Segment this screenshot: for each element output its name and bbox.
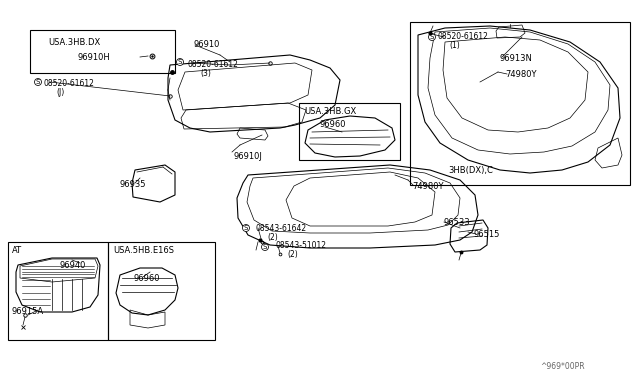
Text: 96910J: 96910J (233, 152, 262, 161)
Text: 96913N: 96913N (500, 54, 533, 63)
Text: 74980Y: 74980Y (412, 182, 444, 191)
Text: 96940: 96940 (60, 261, 86, 270)
Text: 08543-51012: 08543-51012 (275, 241, 326, 250)
Bar (299, 103, 400, 160)
Text: S: S (244, 225, 248, 231)
Text: S: S (36, 79, 40, 85)
Text: 08520-61612: 08520-61612 (44, 79, 95, 88)
Text: S: S (263, 244, 267, 250)
Bar (108, 242, 215, 340)
Text: 08543-61642: 08543-61642 (255, 224, 306, 233)
Text: (3): (3) (200, 69, 211, 78)
Text: 96960: 96960 (320, 120, 346, 129)
Text: AT: AT (12, 246, 22, 255)
Text: 96915A: 96915A (12, 307, 44, 316)
Text: USA.5HB.E16S: USA.5HB.E16S (113, 246, 174, 255)
Bar (410, 22, 630, 185)
Text: 08520-61612: 08520-61612 (188, 60, 239, 69)
Text: USA.3HB.GX: USA.3HB.GX (304, 107, 356, 116)
Text: 96910H: 96910H (78, 53, 111, 62)
Text: 96935: 96935 (120, 180, 147, 189)
Text: S: S (178, 59, 182, 65)
Bar (8, 242, 108, 340)
Text: ^969*00PR: ^969*00PR (540, 362, 584, 371)
Text: S: S (430, 34, 434, 40)
Text: (2): (2) (267, 233, 278, 242)
Text: 96960: 96960 (133, 274, 159, 283)
Text: 08520-61612: 08520-61612 (437, 32, 488, 41)
Text: 74980Y: 74980Y (505, 70, 536, 79)
Text: USA.3HB.DX: USA.3HB.DX (48, 38, 100, 47)
Text: (1): (1) (449, 41, 460, 50)
Text: 96910: 96910 (193, 40, 220, 49)
Text: 3HB(DX),C: 3HB(DX),C (448, 166, 493, 175)
Text: 96515: 96515 (474, 230, 500, 239)
Text: (2): (2) (287, 250, 298, 259)
Bar (30, 30, 175, 73)
Text: 96533: 96533 (443, 218, 470, 227)
Text: (J): (J) (56, 88, 64, 97)
